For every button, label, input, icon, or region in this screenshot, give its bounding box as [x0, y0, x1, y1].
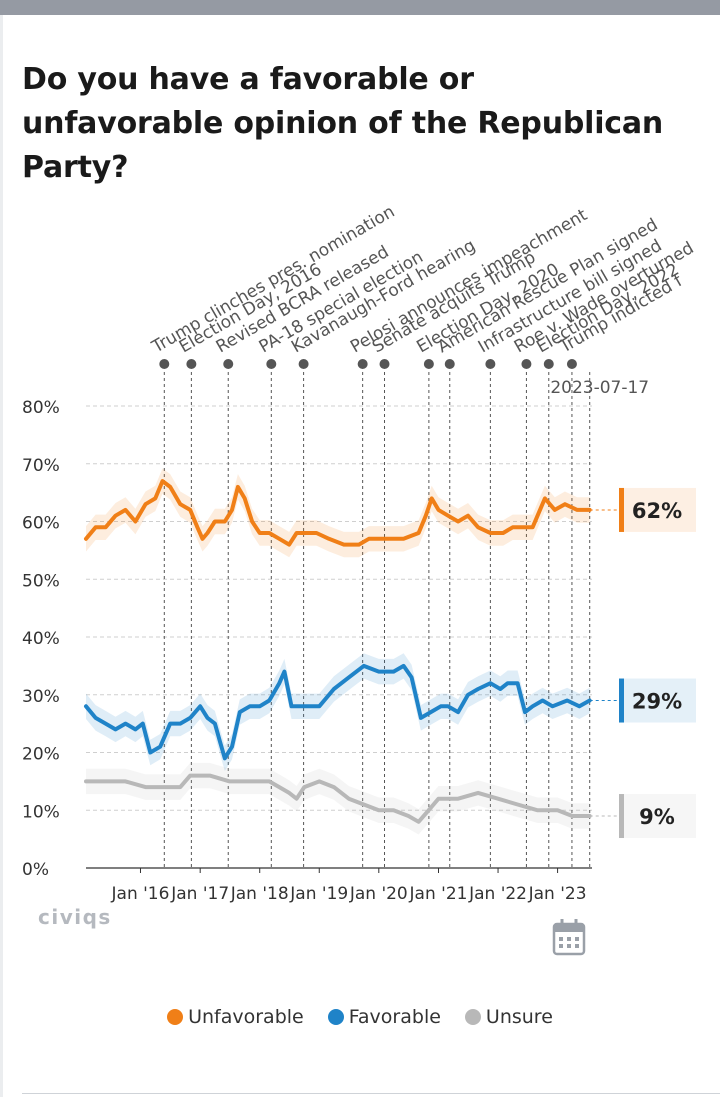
x-tick-label: Jan '20 — [349, 884, 408, 904]
event-marker — [186, 359, 197, 369]
legend-label: Favorable — [348, 1006, 441, 1028]
y-tick-label: 10% — [22, 802, 60, 822]
end-label-favorable: 29% — [632, 690, 682, 714]
legend-label: Unsure — [485, 1006, 553, 1028]
y-tick-label: 80% — [22, 398, 60, 418]
y-tick-label: 30% — [22, 687, 60, 707]
chart-title: Do you have a favorable or unfavorable o… — [22, 62, 664, 185]
y-tick-label: 70% — [22, 456, 60, 476]
x-tick-label: Jan '18 — [230, 884, 289, 904]
x-tick-label: Jan '23 — [528, 884, 587, 904]
y-tick-label: 40% — [22, 629, 60, 649]
legend-item-unfavorable[interactable]: Unfavorable — [167, 1006, 304, 1028]
series-band-unsure — [86, 762, 590, 835]
x-tick-label: Jan '21 — [409, 884, 468, 904]
event-marker — [159, 359, 170, 369]
x-tick-label: Jan '16 — [111, 884, 170, 904]
end-label-box — [620, 794, 696, 839]
series-line-unsure — [84, 773, 592, 824]
series-line-unfavorable — [84, 479, 592, 547]
event-marker — [543, 359, 554, 369]
series-band-unfavorable — [86, 468, 590, 558]
calendar-icon[interactable] — [552, 919, 586, 956]
event-marker — [423, 359, 434, 369]
line-chart[interactable]: 0% 10% 20% 30% 40% 50% 60% 70% 80% Jan '16 Jan '17… — [0, 0, 720, 1000]
y-tick-label: 60% — [22, 514, 60, 534]
series-line-favorable — [84, 663, 592, 761]
y-tick-label: 50% — [22, 571, 60, 591]
end-label-unfavorable: 62% — [632, 499, 682, 523]
legend-swatch-favorable — [327, 1009, 344, 1025]
y-tick-label: 0% — [22, 860, 49, 880]
event-marker — [379, 359, 390, 369]
event-marker — [357, 359, 368, 369]
end-label-box — [620, 678, 696, 723]
bottom-rule — [22, 1093, 720, 1094]
y-tick-label: 20% — [22, 745, 60, 765]
cursor-date-label: 2023-07-17 — [550, 378, 649, 398]
event-marker — [566, 359, 577, 369]
event-marker — [521, 359, 532, 369]
chart-legend: Unfavorable Favorable Unsure — [0, 1006, 720, 1028]
legend-swatch-unsure — [464, 1009, 481, 1025]
x-tick-label: Jan '19 — [289, 884, 348, 904]
legend-item-favorable[interactable]: Favorable — [327, 1006, 441, 1028]
legend-label: Unfavorable — [188, 1006, 304, 1028]
legend-swatch-unfavorable — [167, 1009, 184, 1025]
end-label-accent — [619, 487, 624, 532]
top-bar — [0, 0, 720, 15]
series-band-favorable — [86, 653, 590, 771]
end-label-box — [620, 487, 696, 532]
event-marker — [223, 359, 234, 369]
civiqs-logo: civiqs — [38, 905, 112, 929]
event-marker — [444, 359, 455, 369]
end-label-unsure: 9% — [639, 805, 675, 829]
event-marker — [485, 359, 496, 369]
end-label-accent — [619, 794, 624, 839]
legend-item-unsure[interactable]: Unsure — [464, 1006, 553, 1028]
event-marker — [266, 359, 277, 369]
left-rule — [0, 15, 3, 1097]
end-label-accent — [619, 678, 624, 723]
x-tick-label: Jan '17 — [170, 884, 229, 904]
event-marker — [298, 359, 309, 369]
x-tick-label: Jan '22 — [468, 884, 527, 904]
